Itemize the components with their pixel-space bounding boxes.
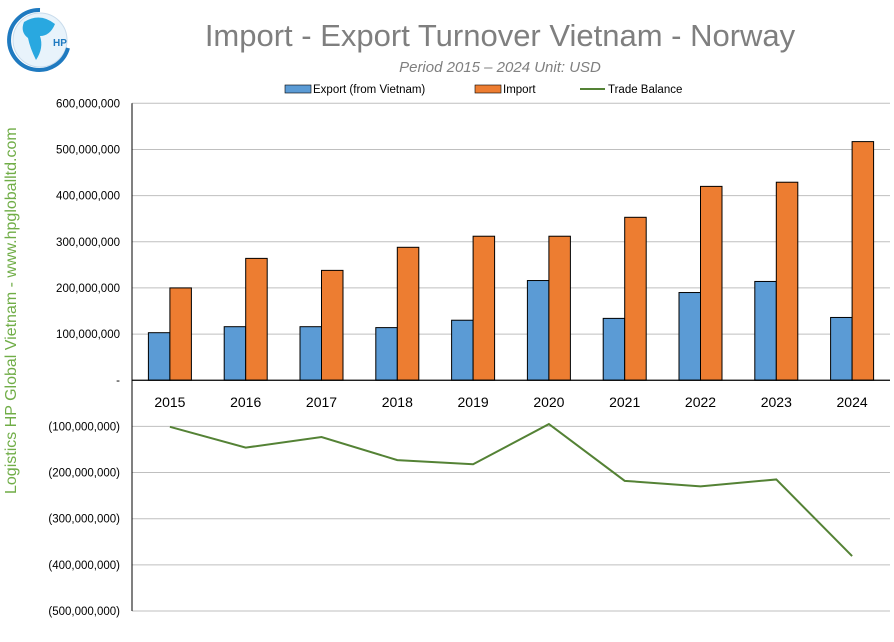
bar-export-2015 (147, 332, 171, 381)
y-tick-label: 500,000,000 (56, 144, 120, 156)
x-tick-label: 2022 (685, 394, 716, 410)
x-tick-label: 2017 (306, 394, 337, 410)
hp-logo: HP (7, 7, 70, 72)
y-tick-label: 300,000,000 (56, 237, 120, 249)
y-tick-label: 600,000,000 (56, 98, 120, 110)
bar-import-2022 (700, 185, 723, 381)
y-tick-label: (300,000,000) (48, 514, 120, 526)
bar-import-2020 (548, 235, 571, 381)
legend-swatch (474, 84, 502, 94)
x-tick-label: 2016 (230, 394, 261, 410)
bar-export-2016 (223, 326, 247, 381)
chart-title: Import - Export Turnover Vietnam - Norwa… (204, 18, 796, 53)
bar-export-2018 (375, 327, 398, 381)
svg-text:HP: HP (53, 38, 67, 49)
bar-export-2023 (754, 280, 777, 381)
y-tick-label: (100,000,000) (48, 421, 120, 433)
bar-import-2024 (851, 141, 875, 381)
bar-export-2017 (299, 326, 322, 381)
x-tick-label: 2023 (761, 394, 792, 410)
x-tick-label: 2018 (382, 394, 413, 410)
x-tick-label: 2024 (837, 394, 868, 410)
bar-export-2024 (830, 316, 853, 381)
x-tick-label: 2021 (609, 394, 640, 410)
bar-import-2017 (321, 269, 344, 381)
bar-import-2021 (624, 216, 647, 381)
bar-export-2019 (451, 319, 474, 381)
y-tick-label: (500,000,000) (48, 606, 120, 618)
bar-export-2020 (526, 280, 550, 381)
bar-import-2018 (396, 246, 420, 381)
bar-export-2021 (602, 317, 626, 381)
legend-swatch (284, 84, 312, 94)
x-tick-label: 2020 (533, 394, 564, 410)
y-tick-label: (200,000,000) (48, 468, 120, 480)
x-tick-label: 2015 (154, 394, 185, 410)
y-tick-label: 400,000,000 (56, 191, 120, 203)
bar-import-2016 (245, 257, 268, 381)
legend-label: Export (from Vietnam) (313, 84, 425, 96)
bar-export-2022 (678, 292, 701, 381)
y-tick-label: 100,000,000 (56, 329, 120, 341)
x-tick-label: 2019 (458, 394, 489, 410)
bar-import-2019 (472, 235, 496, 381)
bar-import-2023 (775, 181, 799, 381)
y-tick-label: 200,000,000 (56, 283, 120, 295)
chart-subtitle: Period 2015 – 2024 Unit: USD (399, 59, 601, 76)
legend-label: Import (503, 84, 536, 96)
bar-import-2015 (169, 287, 192, 381)
y-tick-label: - (116, 375, 120, 387)
trade-balance-line (169, 422, 853, 557)
y-tick-label: (400,000,000) (48, 560, 120, 572)
legend-label: Trade Balance (608, 84, 682, 96)
